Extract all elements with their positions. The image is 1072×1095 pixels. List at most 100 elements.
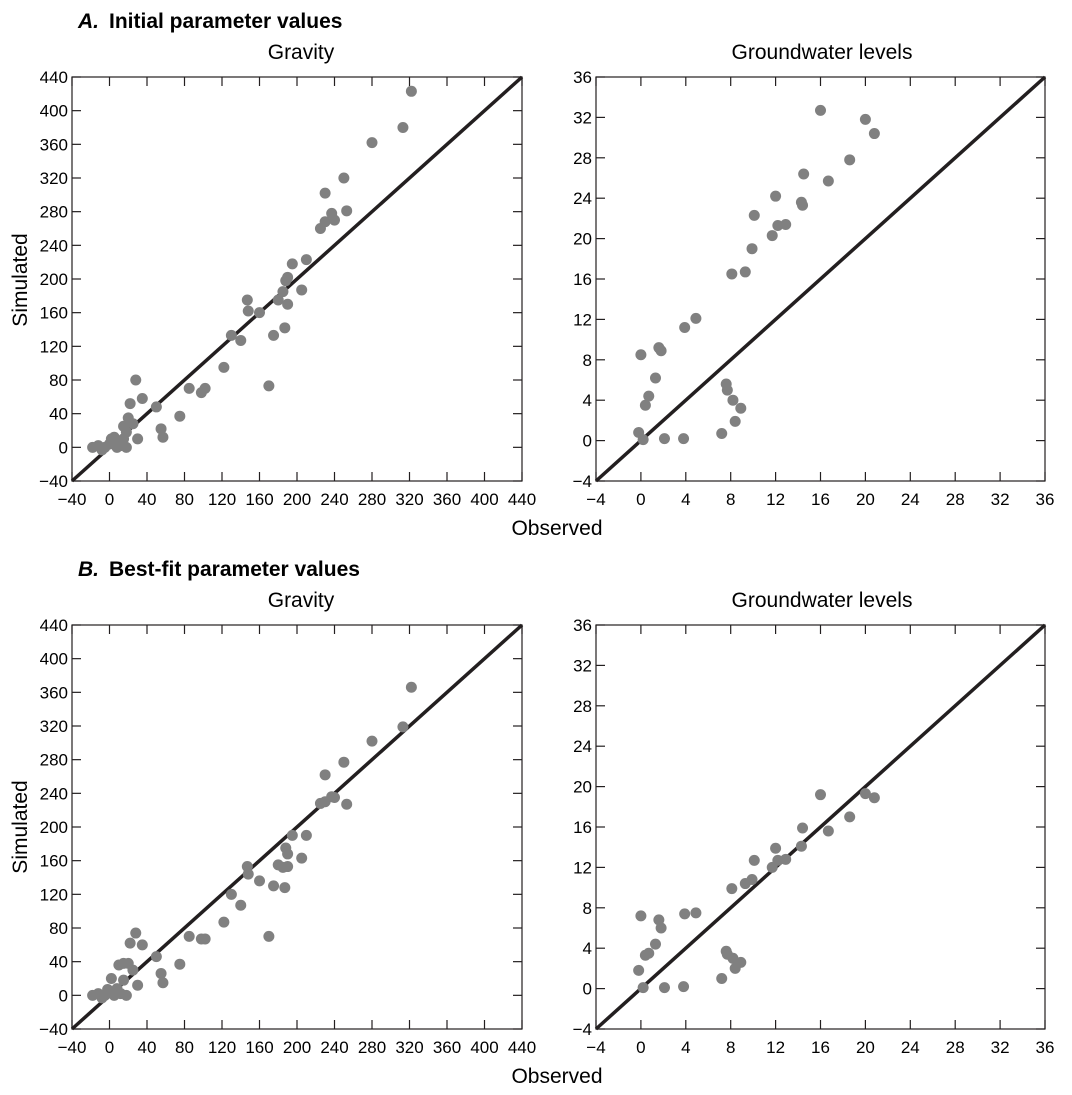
data-point — [254, 875, 265, 887]
y-tick-label: 32 — [573, 656, 592, 675]
data-point — [241, 294, 253, 306]
y-tick-label: 400 — [40, 102, 68, 121]
data-point — [366, 735, 378, 747]
data-point — [637, 982, 649, 994]
x-tick-label: 4 — [681, 1038, 690, 1057]
data-point — [679, 321, 691, 333]
data-point — [397, 721, 409, 733]
y-tick-label: 120 — [40, 885, 68, 904]
x-tick-label: −40 — [58, 1038, 87, 1057]
y-tick-label: 0 — [583, 980, 592, 999]
data-point — [727, 394, 739, 406]
x-tick-label: 360 — [433, 1038, 461, 1057]
data-point — [766, 230, 778, 242]
data-point — [105, 973, 117, 984]
data-point — [296, 852, 308, 864]
data-point — [124, 937, 136, 949]
data-point — [282, 271, 294, 283]
data-point — [639, 399, 651, 411]
y-tick-label: 200 — [40, 818, 68, 837]
data-point — [157, 431, 169, 443]
data-point — [218, 916, 230, 928]
data-point — [263, 380, 275, 392]
data-point — [225, 888, 237, 900]
data-point — [155, 423, 167, 435]
y-tick-label: 320 — [40, 717, 68, 736]
data-point — [199, 382, 211, 394]
x-tick-label: 440 — [508, 1038, 536, 1057]
x-tick-label: 36 — [1036, 490, 1055, 509]
data-point — [150, 951, 162, 963]
data-point — [726, 883, 738, 895]
section-b-letter: B. — [78, 558, 99, 581]
x-tick-label: 400 — [470, 1038, 498, 1057]
y-tick-label: 36 — [573, 616, 592, 635]
x-tick-label: 320 — [395, 1038, 423, 1057]
x-tick-label: 440 — [508, 490, 536, 509]
y-tick-label: 160 — [40, 852, 68, 871]
y-tick-label: 400 — [40, 650, 68, 669]
x-tick-label: 80 — [175, 1038, 194, 1057]
y-tick-label: 16 — [573, 818, 592, 837]
x-tick-label: 200 — [283, 490, 311, 509]
y-tick-label: −40 — [39, 1020, 68, 1039]
x-tick-label: 16 — [811, 490, 830, 509]
y-tick-label: 4 — [583, 939, 592, 958]
data-point — [329, 214, 340, 226]
data-point — [218, 361, 230, 373]
x-tick-label: 80 — [175, 490, 194, 509]
data-point — [319, 769, 331, 781]
data-point — [225, 329, 237, 341]
data-point — [859, 788, 871, 800]
data-point — [124, 398, 136, 410]
data-point — [130, 374, 142, 386]
data-point — [279, 322, 291, 334]
x-tick-label: −40 — [58, 490, 87, 509]
x-tick-label: 120 — [208, 1038, 236, 1057]
x-tick-label: 36 — [1036, 1038, 1055, 1057]
y-tick-label: 80 — [49, 371, 68, 390]
scatter-panel-b2: −4 0 4 8 12 16 20 24 28 32 36 −4 0 4 8 12 16 20 24 28 32 36 — [573, 616, 1055, 1057]
data-point — [844, 811, 856, 823]
data-point — [341, 798, 353, 810]
data-point — [150, 401, 162, 413]
data-point — [120, 426, 132, 438]
data-point — [815, 789, 826, 801]
data-point — [127, 964, 139, 976]
data-point — [174, 958, 186, 970]
y-tick-label: 80 — [49, 919, 68, 938]
y-tick-label: 36 — [573, 68, 592, 87]
data-point — [746, 243, 758, 255]
data-point — [716, 428, 728, 440]
data-point — [658, 433, 670, 445]
data-point — [635, 349, 647, 361]
data-point — [678, 433, 690, 445]
data-point — [183, 382, 195, 394]
y-tick-label: 24 — [573, 737, 592, 756]
data-point — [815, 104, 826, 116]
data-point — [338, 756, 350, 768]
data-point — [282, 848, 294, 860]
data-point — [157, 977, 169, 989]
data-point — [859, 113, 871, 125]
x-tick-label: 0 — [636, 1038, 645, 1057]
x-tick-label: 20 — [856, 490, 875, 509]
scatter-panel-b1: −40 0 40 80 120 160 200 240 280 320 360 400 440 −40 0 4… — [39, 616, 536, 1057]
data-point — [678, 981, 690, 993]
x-tick-label: 28 — [946, 1038, 965, 1057]
data-point — [366, 137, 378, 149]
x-tick-label: 120 — [208, 490, 236, 509]
data-point — [405, 85, 417, 97]
data-point — [254, 307, 265, 319]
y-axis-label-top: Simulated — [9, 233, 32, 326]
data-point — [655, 345, 667, 357]
y-tick-label: 28 — [573, 697, 592, 716]
data-point — [822, 825, 834, 837]
data-point — [136, 939, 148, 951]
x-axis-label-bottom: Observed — [511, 1065, 602, 1088]
data-point — [635, 910, 647, 922]
x-tick-label: 40 — [138, 1038, 157, 1057]
data-point — [748, 209, 760, 221]
one-to-one-line — [594, 75, 1047, 483]
data-point — [120, 441, 132, 453]
